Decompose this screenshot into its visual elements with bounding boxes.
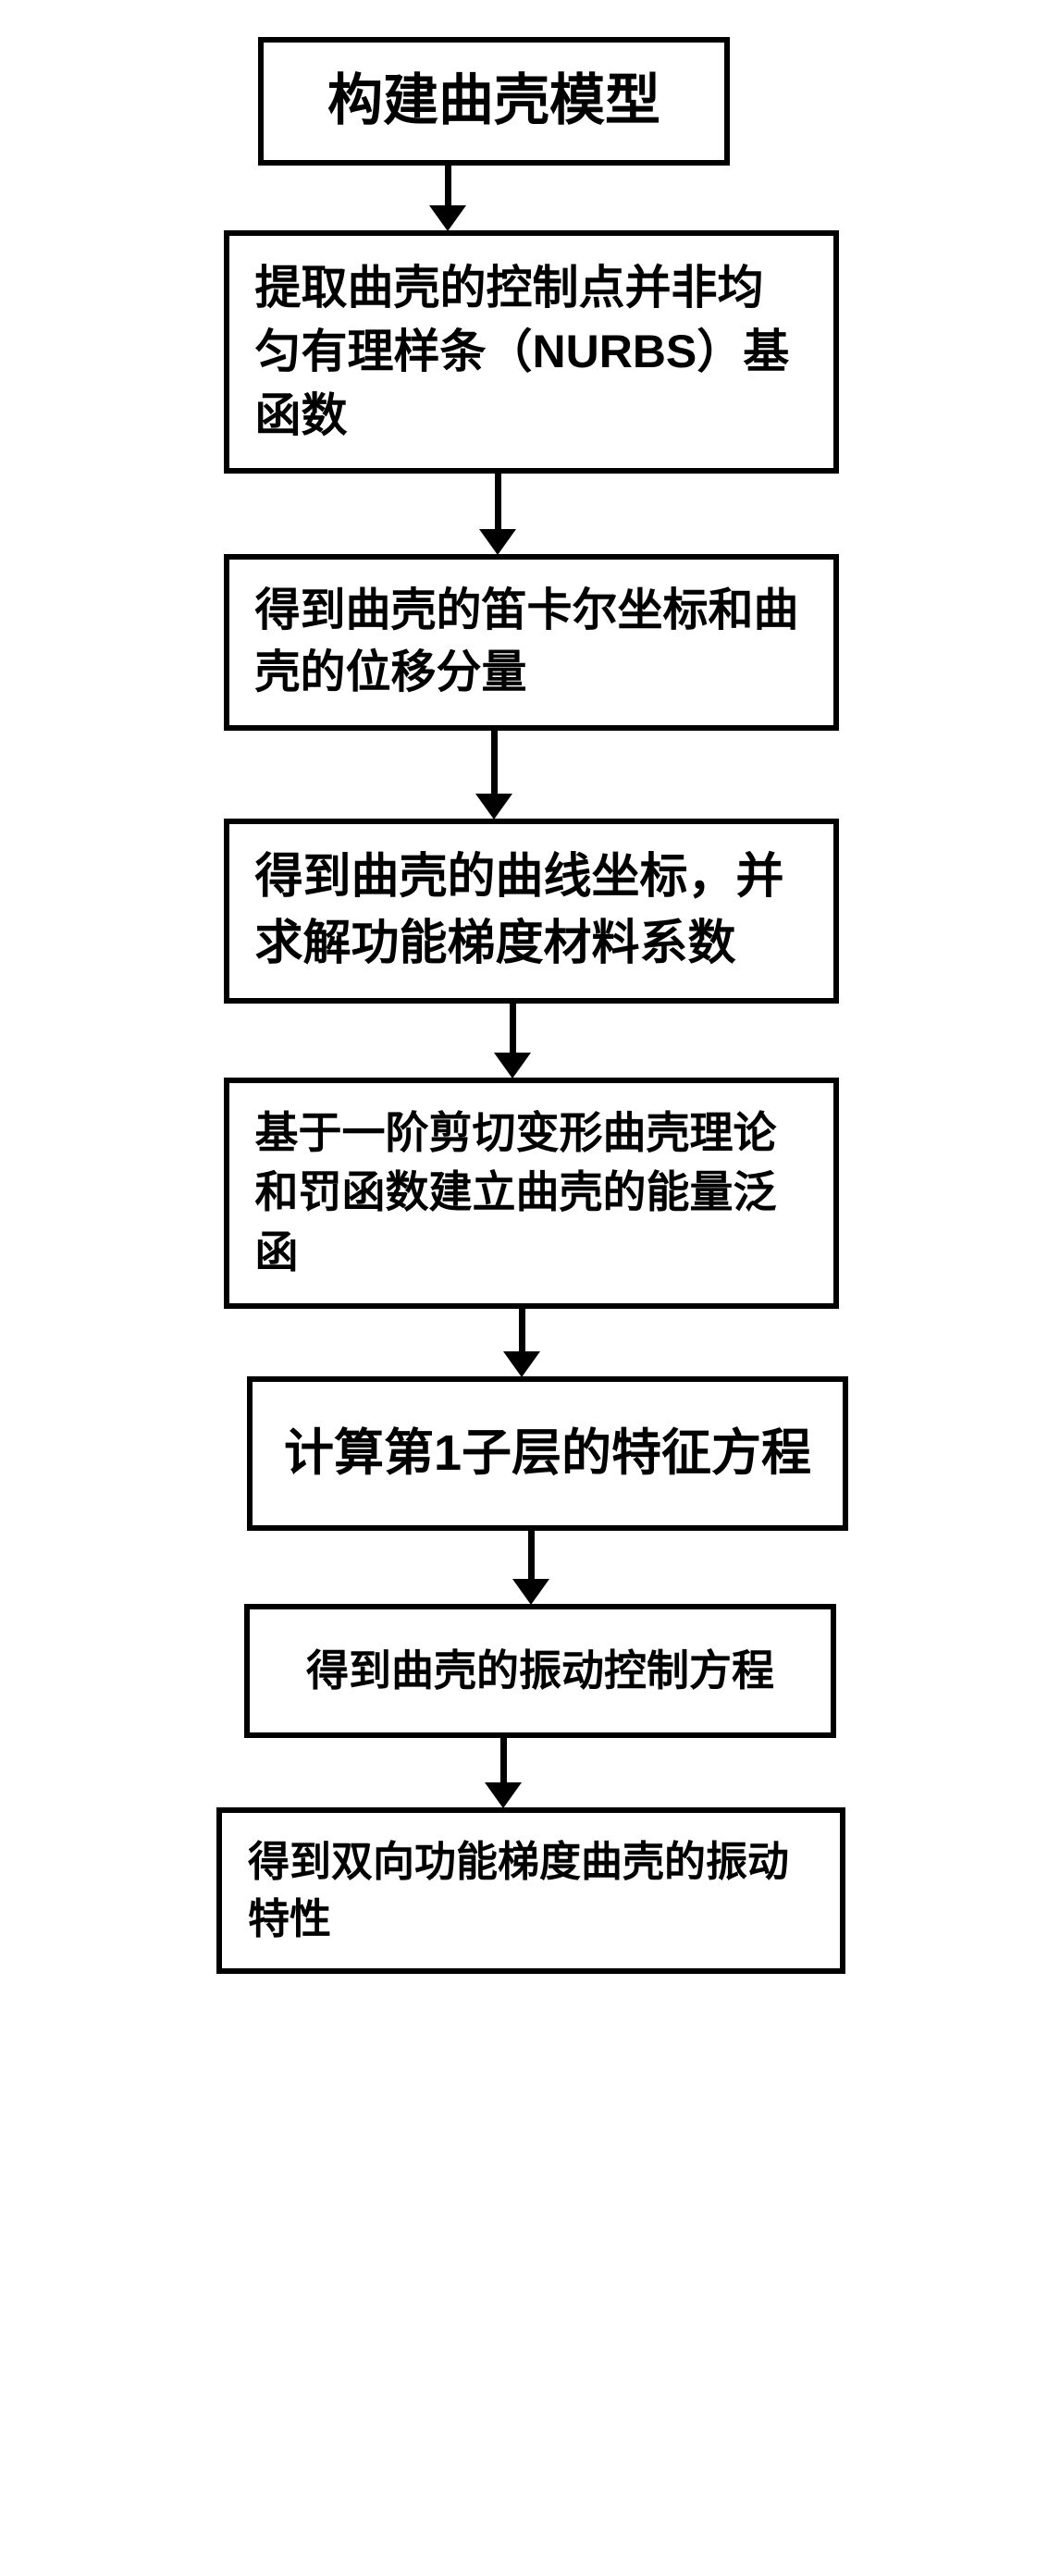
arrow-3 [475,730,512,820]
arrow-2 [479,473,516,555]
step-8-text: 得到双向功能梯度曲壳的振动特性 [248,1838,789,1942]
step-3-text: 得到曲壳的笛卡尔坐标和曲壳的位移分量 [255,585,799,698]
arrow-shaft [500,1737,507,1783]
arrow-head [485,1782,522,1808]
arrow-shaft [495,473,501,530]
step-2-text: 提取曲壳的控制点并非均匀有理样条（NURBS）基函数 [255,262,790,441]
arrow-shaft [519,1308,525,1352]
arrow-head [475,794,512,820]
arrow-head [429,205,466,231]
arrow-head [512,1579,549,1605]
step-2: 提取曲壳的控制点并非均匀有理样条（NURBS）基函数 [224,230,839,474]
arrow-6 [512,1530,549,1605]
arrow-7 [485,1737,522,1808]
step-6-text: 计算第1子层的特征方程 [284,1425,811,1481]
arrow-head [503,1351,540,1377]
arrow-shaft [445,165,451,206]
step-3: 得到曲壳的笛卡尔坐标和曲壳的位移分量 [224,554,839,731]
arrow-shaft [491,730,498,795]
arrow-1 [429,165,466,231]
step-6: 计算第1子层的特征方程 [247,1376,848,1531]
arrow-head [479,529,516,555]
step-4: 得到曲壳的曲线坐标，并求解功能梯度材料系数 [224,819,839,1004]
arrow-shaft [510,1003,516,1054]
arrow-shaft [528,1530,535,1580]
step-1: 构建曲壳模型 [258,37,730,166]
step-7-text: 得到曲壳的振动控制方程 [306,1646,774,1695]
arrow-5 [503,1308,540,1377]
step-4-text: 得到曲壳的曲线坐标，并求解功能梯度材料系数 [255,850,784,970]
step-5-text: 基于一阶剪切变形曲壳理论和罚函数建立曲壳的能量泛函 [255,1108,777,1277]
step-1-text: 构建曲壳模型 [327,69,660,131]
arrow-head [494,1053,531,1078]
arrow-4 [494,1003,531,1078]
step-7: 得到曲壳的振动控制方程 [244,1604,836,1738]
step-5: 基于一阶剪切变形曲壳理论和罚函数建立曲壳的能量泛函 [224,1078,839,1310]
flowchart-container: 构建曲壳模型 提取曲壳的控制点并非均匀有理样条（NURBS）基函数 得到曲壳的笛… [210,37,839,1974]
step-8: 得到双向功能梯度曲壳的振动特性 [216,1807,845,1974]
